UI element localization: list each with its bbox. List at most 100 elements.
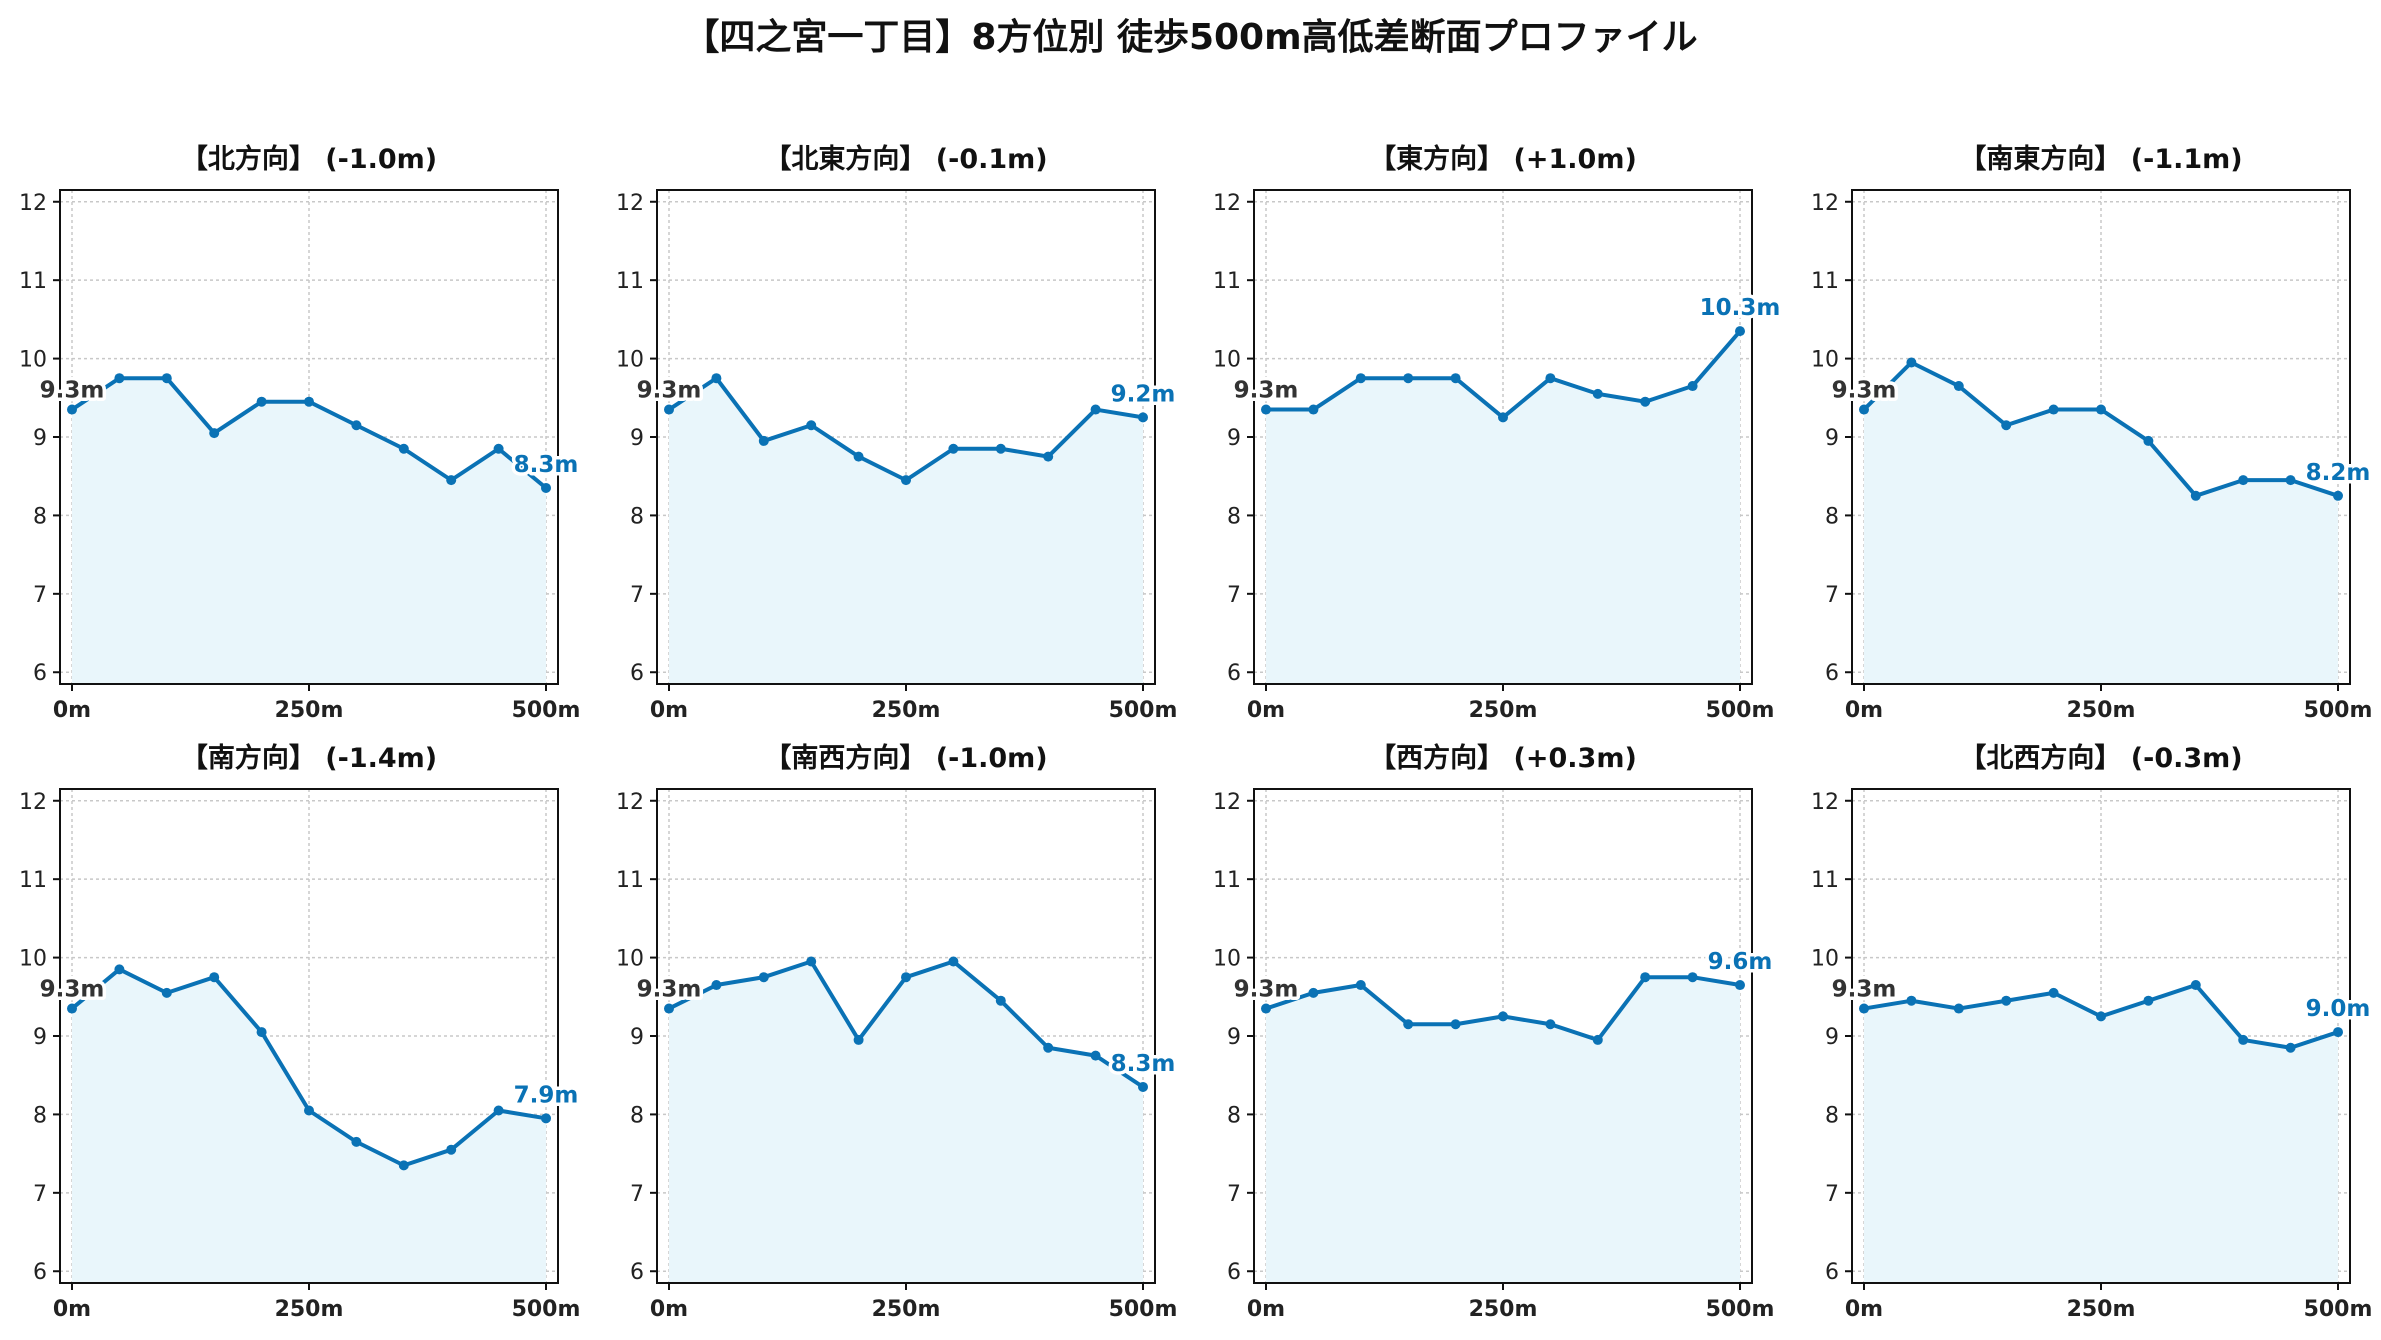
elevation-point xyxy=(1043,1042,1054,1053)
elevation-point xyxy=(1735,326,1745,337)
end-elevation-label: 9.6m xyxy=(1708,949,1773,975)
x-tick-label: 500m xyxy=(512,698,581,723)
y-tick-label: 8 xyxy=(630,504,644,529)
x-tick-label: 500m xyxy=(2304,1297,2373,1322)
elevation-point xyxy=(1450,1019,1461,1030)
elevation-point xyxy=(2048,404,2059,415)
elevation-point xyxy=(1953,1003,1964,1014)
y-tick-label: 7 xyxy=(630,583,644,608)
end-elevation-label: 9.0m xyxy=(2306,996,2371,1022)
elevation-point xyxy=(2238,475,2249,486)
start-elevation-label: 9.3m xyxy=(637,977,702,1003)
elevation-point xyxy=(398,443,409,454)
elevation-point xyxy=(758,972,769,983)
elevation-point xyxy=(304,1105,314,1116)
panel-title: 【西方向】 (+0.3m) xyxy=(1369,742,1637,774)
elevation-point xyxy=(2285,475,2296,486)
elevation-point xyxy=(2190,980,2201,991)
y-tick-label: 10 xyxy=(1213,348,1241,373)
y-tick-label: 10 xyxy=(1213,947,1241,972)
elevation-point xyxy=(1403,373,1414,384)
end-elevation-label: 8.2m xyxy=(2306,460,2371,486)
elevation-area xyxy=(1266,977,1740,1283)
elevation-point xyxy=(1953,381,1964,392)
elevation-point xyxy=(1498,412,1508,423)
y-tick-label: 8 xyxy=(1227,504,1241,529)
elevation-point xyxy=(1138,1081,1148,1092)
elevation-point xyxy=(2333,490,2343,501)
y-tick-label: 12 xyxy=(19,191,47,216)
x-tick-label: 500m xyxy=(1109,698,1178,723)
x-tick-label: 0m xyxy=(650,698,688,723)
elevation-point xyxy=(1308,987,1319,998)
y-tick-label: 12 xyxy=(1213,191,1241,216)
elevation-point xyxy=(1355,980,1366,991)
y-tick-label: 10 xyxy=(1811,947,1839,972)
y-tick-label: 11 xyxy=(616,269,644,294)
y-tick-label: 8 xyxy=(630,1103,644,1128)
elevation-point xyxy=(995,443,1006,454)
elevation-point xyxy=(2285,1042,2296,1053)
elevation-point xyxy=(1592,1034,1603,1045)
x-tick-label: 500m xyxy=(1706,1297,1775,1322)
start-elevation-label: 9.3m xyxy=(1832,378,1897,404)
y-tick-label: 9 xyxy=(33,426,47,451)
y-tick-label: 7 xyxy=(33,583,47,608)
y-tick-label: 7 xyxy=(630,1182,644,1207)
elevation-point xyxy=(2001,420,2012,431)
chart-panel: 【南東方向】 (-1.1m) 6 7 8 9 10 11 12 0m 250m 500m 9.3m 8.… xyxy=(1811,143,2374,723)
y-tick-label: 9 xyxy=(630,1025,644,1050)
y-tick-label: 8 xyxy=(1825,504,1839,529)
elevation-point xyxy=(806,420,817,431)
end-elevation-label: 10.3m xyxy=(1700,295,1781,321)
elevation-point xyxy=(1261,404,1271,415)
main-title: 【四之宮一丁目】8方位別 徒歩500m高低差断面プロファイル xyxy=(683,17,1698,58)
start-elevation-label: 9.3m xyxy=(1234,977,1299,1003)
y-tick-label: 9 xyxy=(1227,426,1241,451)
elevation-point xyxy=(446,475,457,486)
elevation-point xyxy=(995,995,1006,1006)
x-tick-label: 250m xyxy=(1469,698,1538,723)
y-tick-label: 11 xyxy=(1213,269,1241,294)
y-tick-label: 6 xyxy=(1825,1260,1839,1285)
elevation-point xyxy=(901,972,911,983)
panel-title: 【北西方向】 (-0.3m) xyxy=(1959,742,2242,774)
elevation-point xyxy=(256,1027,267,1038)
y-tick-label: 6 xyxy=(1227,1260,1241,1285)
elevation-point xyxy=(67,1003,77,1014)
elevation-point xyxy=(209,428,220,439)
y-tick-label: 11 xyxy=(1811,269,1839,294)
elevation-point xyxy=(2333,1027,2343,1038)
elevation-point xyxy=(806,956,817,967)
x-tick-label: 250m xyxy=(2067,698,2136,723)
end-elevation-label: 8.3m xyxy=(1111,1051,1176,1077)
elevation-point xyxy=(1545,373,1556,384)
elevation-point xyxy=(1906,357,1917,368)
end-elevation-label: 8.3m xyxy=(514,452,579,478)
y-tick-label: 11 xyxy=(616,868,644,893)
y-tick-label: 10 xyxy=(616,947,644,972)
elevation-point xyxy=(1498,1011,1508,1022)
chart-panel: 【南西方向】 (-1.0m) 6 7 8 9 10 11 12 0m 250m 500m 9.3m 8.… xyxy=(616,742,1179,1322)
x-tick-label: 250m xyxy=(872,1297,941,1322)
y-tick-label: 7 xyxy=(1825,1182,1839,1207)
elevation-point xyxy=(1859,1003,1869,1014)
panel-title: 【南方向】 (-1.4m) xyxy=(181,742,437,774)
elevation-point xyxy=(493,443,504,454)
y-tick-label: 6 xyxy=(33,1260,47,1285)
y-tick-label: 12 xyxy=(1811,191,1839,216)
y-tick-label: 8 xyxy=(1227,1103,1241,1128)
elevation-point xyxy=(1592,388,1603,399)
elevation-point xyxy=(2143,995,2154,1006)
y-tick-label: 12 xyxy=(616,191,644,216)
x-tick-label: 0m xyxy=(53,698,91,723)
elevation-point xyxy=(1138,412,1148,423)
elevation-point xyxy=(446,1144,457,1155)
elevation-point xyxy=(2048,987,2059,998)
chart-panel: 【西方向】 (+0.3m) 6 7 8 9 10 11 12 0m 250m 500m 9.3m 9.6… xyxy=(1213,742,1776,1322)
x-tick-label: 0m xyxy=(1845,698,1883,723)
elevation-point xyxy=(1308,404,1319,415)
y-tick-label: 10 xyxy=(19,947,47,972)
y-tick-label: 11 xyxy=(19,868,47,893)
elevation-point xyxy=(67,404,77,415)
